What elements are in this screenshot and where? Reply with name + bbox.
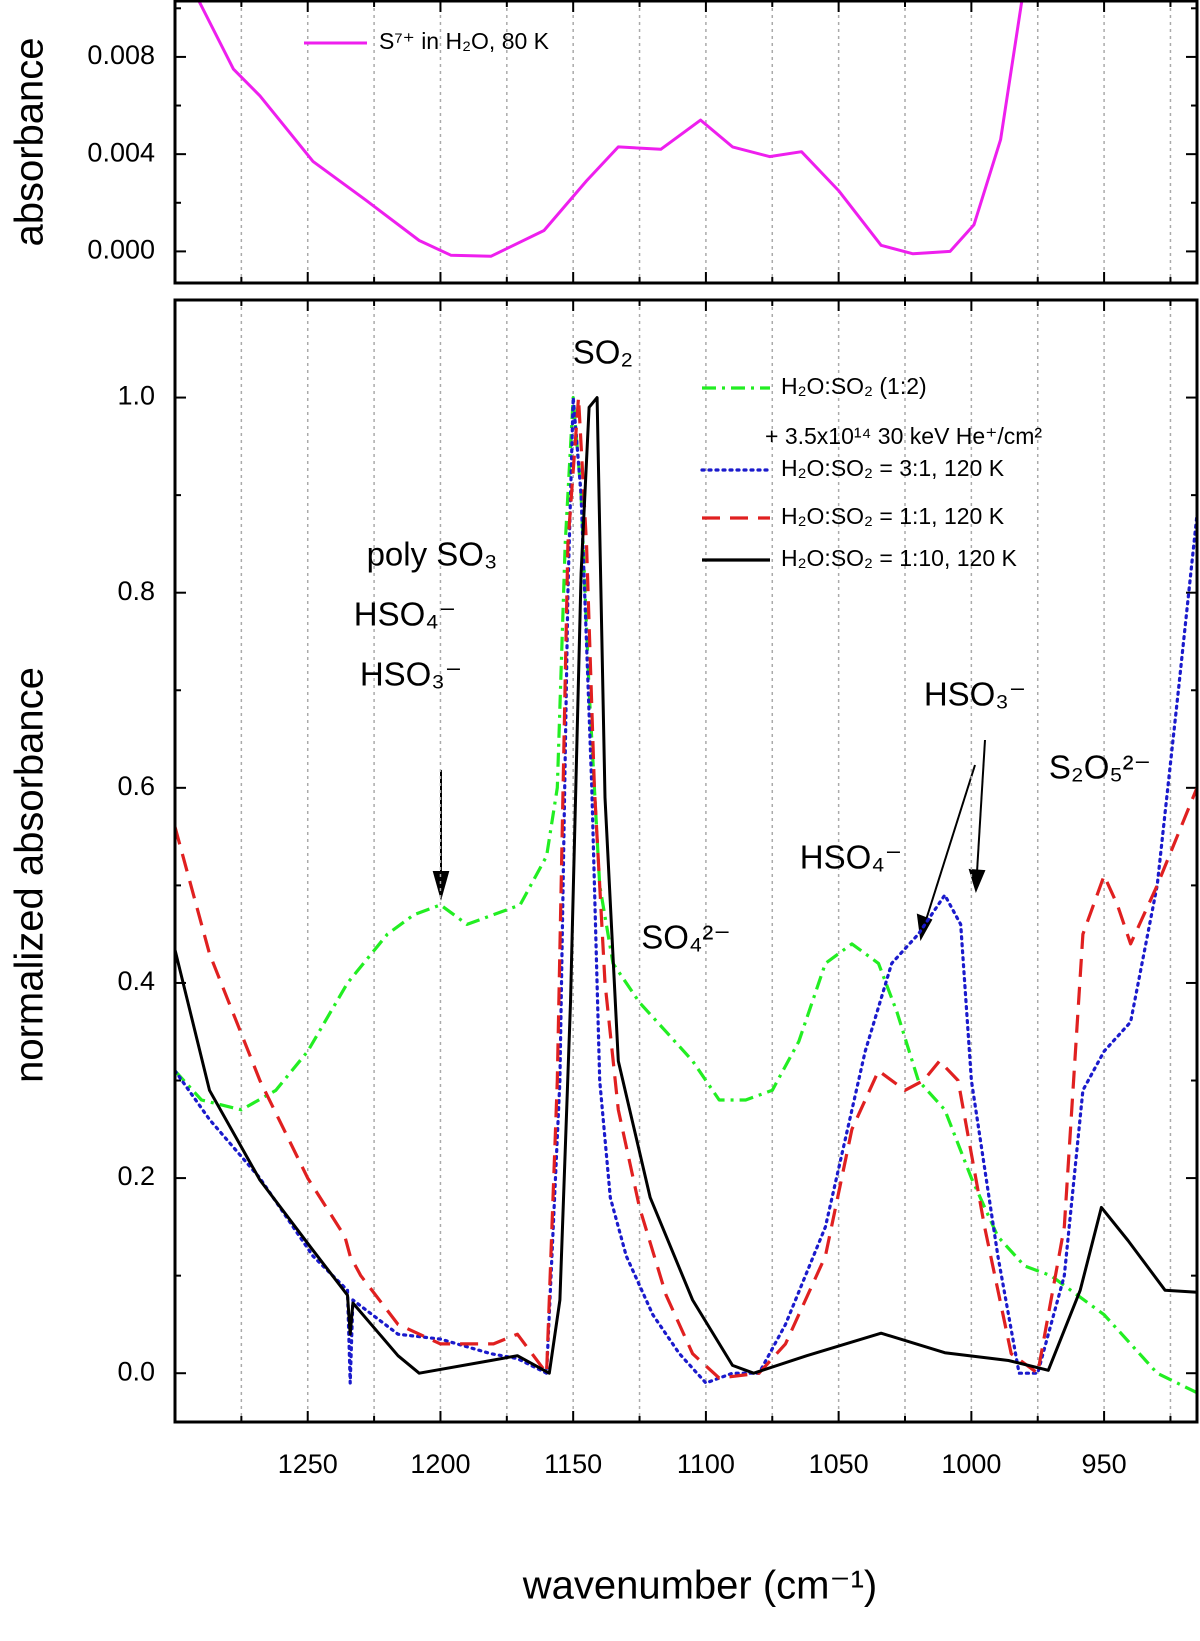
legend-label: H₂O:SO₂ = 1:10, 120 K	[781, 545, 1017, 571]
series-line	[175, 396, 1197, 1395]
y-tick-label: 0.0	[117, 1356, 155, 1386]
panel: 0.000 0.004 0.008 S⁷⁺ in H₂O, 80 K	[87, 0, 1199, 285]
legend-label: H₂O:SO₂ = 1:1, 120 K	[781, 503, 1005, 529]
arrowhead	[968, 868, 986, 893]
plot-frame	[173, 298, 1199, 1424]
y-tick-label: 1.0	[117, 381, 155, 411]
y-tick-label: 0.6	[117, 771, 155, 801]
x-tick-label: 1200	[410, 1449, 470, 1479]
x-tick-label: 1250	[278, 1449, 338, 1479]
annotation: HSO₃⁻	[360, 656, 462, 693]
series-line	[175, 396, 1197, 1380]
arrows	[432, 739, 986, 942]
y-tick-label: 0.2	[117, 1161, 155, 1191]
panel: 1250 1200 1150 1100 1050 1000 950 0.0 0.2 0.4 0.6 0…	[117, 298, 1199, 1479]
x-tick-label: 1100	[677, 1449, 735, 1479]
x-tick-label: 1000	[941, 1449, 1001, 1479]
legend: S⁷⁺ in H₂O, 80 K	[304, 28, 550, 54]
y-tick-label: 0.008	[87, 40, 155, 70]
annotation: HSO₃⁻	[924, 676, 1026, 713]
y-axis-label: absorbance	[8, 37, 52, 246]
arrow	[925, 764, 976, 921]
legend-label: H₂O:SO₂ (1:2)	[781, 373, 927, 399]
annotation: HSO₄⁻	[800, 839, 902, 876]
legend: H₂O:SO₂ (1:2) H₂O:SO₂ = 3:1, 120 K H₂O:SO₂…	[700, 373, 1042, 571]
legend-label: S⁷⁺ in H₂O, 80 K	[379, 28, 550, 54]
legend-note: + 3.5x10¹⁴ 30 keV He⁺/cm²	[765, 423, 1042, 449]
x-tick-label: 1050	[809, 1449, 869, 1479]
plot-area	[175, 396, 1197, 1395]
series-line	[175, 396, 1197, 1375]
arrow	[976, 739, 986, 873]
series-line	[175, 396, 1197, 1385]
annotation: HSO₄⁻	[354, 596, 456, 633]
annotation: poly SO₃	[367, 536, 498, 573]
legend-label: H₂O:SO₂ = 3:1, 120 K	[781, 455, 1005, 481]
annotation: S₂O₅²⁻	[1049, 749, 1151, 786]
y-tick-label: 0.4	[117, 966, 155, 996]
plot-frame	[173, 0, 1199, 285]
plot-area	[197, 1, 1024, 258]
x-axis-label: wavenumber (cm⁻¹)	[522, 1564, 878, 1608]
annotation: SO₂	[573, 334, 634, 371]
arrowhead	[432, 871, 450, 901]
y-tick-label: 0.004	[87, 137, 155, 167]
series-line	[197, 1, 1024, 258]
x-tick-label: 950	[1082, 1449, 1127, 1479]
y-tick-label: 0.8	[117, 576, 155, 606]
y-tick-label: 0.000	[87, 235, 155, 265]
x-tick-label: 1150	[544, 1449, 602, 1479]
annotation: SO₄²⁻	[641, 919, 731, 956]
y-axis-label: normalized absorbance	[8, 667, 52, 1083]
